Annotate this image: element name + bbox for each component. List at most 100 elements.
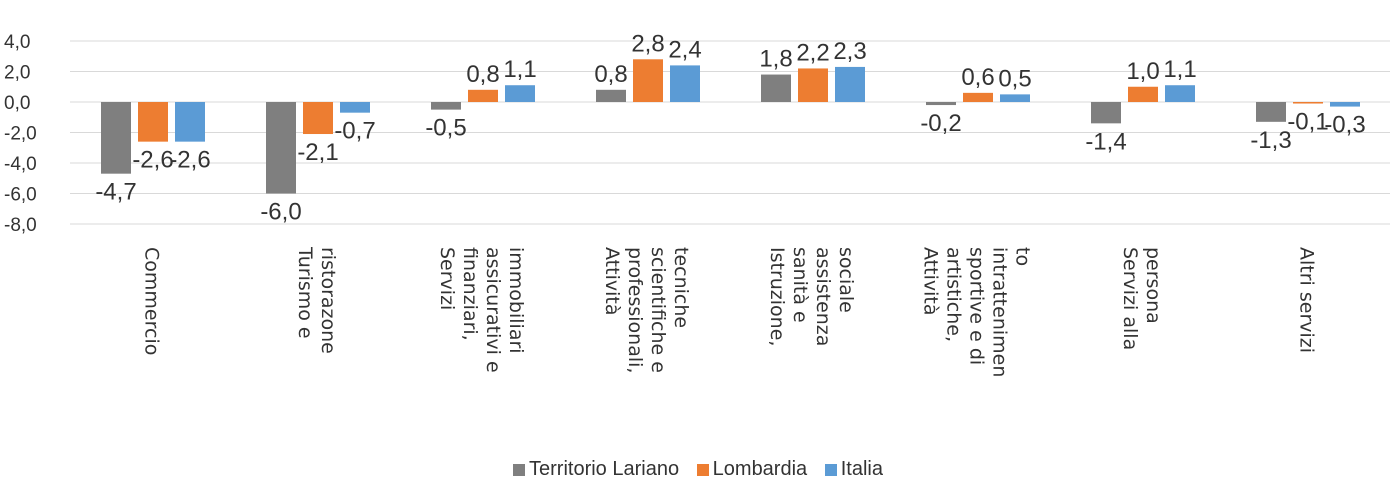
bar [266,102,296,194]
data-label: -6,0 [260,199,301,226]
data-label: -0,5 [425,115,466,142]
y-tick-label: -8,0 [4,215,37,236]
category-label-line: professionali, [624,247,646,373]
data-label: 2,8 [631,30,664,57]
legend-item-italia: Italia [824,458,883,481]
y-tick-label: -4,0 [4,154,37,175]
category-label: Altri servizi [1296,247,1318,353]
data-label: -0,2 [920,110,961,137]
bar [1000,94,1030,102]
bar [1330,102,1360,107]
bar [761,74,791,102]
category-label-line: assistenza [812,247,834,346]
bar [101,102,131,174]
data-label: 0,8 [466,61,499,88]
data-label: 0,5 [998,65,1031,92]
data-label: -2,6 [169,147,210,174]
legend-swatch-lombardia [696,464,709,476]
category-label-line: persona [1142,247,1164,324]
category-label-line: ristorazone [317,247,339,354]
bar [175,102,205,142]
category-label-line: tecniche [670,247,692,328]
data-label: 1,0 [1126,58,1159,85]
category-label-line: sanità e [789,247,811,323]
category-label-line: artistiche, [943,247,965,342]
data-label: -4,7 [95,179,136,206]
category-label: Servizi alla persona [1119,247,1164,350]
category-label: Attività professionali, scientifiche e tecn… [601,247,692,373]
data-label: -1,3 [1250,127,1291,154]
data-label: 2,4 [668,36,701,63]
legend-label: Territorio Lariano [529,458,680,480]
bar [670,65,700,102]
category-label-line: Commercio [141,247,163,355]
data-label: -0,7 [334,118,375,145]
y-tick-label: 0,0 [4,93,30,114]
bar [431,102,461,110]
bar [340,102,370,113]
data-label: -1,4 [1085,128,1126,155]
legend-item-territorio-lariano: Territorio Lariano [513,458,679,481]
legend-swatch-italia [824,464,837,476]
category-label: Istruzione, sanità e assistenza sociale [766,247,857,346]
data-label: 1,8 [759,46,792,73]
y-tick-label: -2,0 [4,124,37,145]
bar [963,92,993,102]
bar [1293,102,1323,104]
y-tick-label: 4,0 [4,32,30,53]
category-label-line: scientifiche e [647,247,669,373]
legend-label: Italia [840,458,883,480]
legend: Territorio Lariano Lombardia Italia [0,458,1396,481]
category-label-line: Servizi [436,247,458,310]
category-label-line: Altri servizi [1296,247,1318,353]
bar [1128,86,1158,102]
bar [633,59,663,102]
category-label: Commercio [141,247,163,355]
bar [596,89,626,102]
category-label-line: Attività [920,247,942,315]
legend-label: Lombardia [712,458,808,480]
bar [926,102,956,106]
bar [1256,102,1286,122]
bar [1091,102,1121,124]
data-label: 1,1 [503,56,536,83]
data-label: -0,3 [1324,112,1365,139]
bar [303,102,333,135]
bar [138,102,168,142]
data-label: 0,6 [961,64,994,91]
data-label: -2,6 [132,147,173,174]
data-label: 1,1 [1163,56,1196,83]
category-label-line: Servizi alla [1119,247,1141,350]
y-tick-label: 2,0 [4,63,30,84]
data-label: 2,3 [833,38,866,65]
y-tick-label: -6,0 [4,185,37,206]
category-label: Turismo e ristorazone [294,246,339,354]
bar [505,85,535,102]
bar [468,89,498,102]
category-label-line: assicurativi e [482,247,504,373]
category-label-line: sociale [835,247,857,313]
category-label-line: Attività [601,247,623,315]
data-labels: -4,7-6,0-0,50,81,8-0,2-1,4 -1,3-2,6 -2,10,… [95,30,1365,225]
y-axis: 4,0 2,0 0,0 -2,0 -4,0 -6,0 -8,0 [4,32,37,236]
category-label: Attività artistiche, sportive e di intratte… [920,247,1034,377]
category-label-line: finanziari, [459,247,481,341]
category-label-line: Istruzione, [766,247,788,346]
bar [798,68,828,102]
bar [835,66,865,102]
bars [101,59,1360,194]
category-label-line: Turismo e [294,246,316,339]
category-label-line: intrattenimen [989,247,1011,377]
legend-item-lombardia: Lombardia [696,458,808,481]
category-label-line: sportive e di [966,247,988,365]
legend-swatch-territorio-lariano [513,464,526,476]
data-label: 2,2 [796,39,829,66]
category-labels: Commercio Turismo e ristorazone Servizi fina… [141,246,1318,377]
category-label-line: immobiliari [505,247,527,354]
data-label: -2,1 [297,139,338,166]
data-label: 0,8 [594,61,627,88]
category-label-line: to [1012,247,1034,266]
data-label: -0,1 [1287,109,1328,136]
category-label: Servizi finanziari, assicurativi e immobili… [436,247,527,373]
